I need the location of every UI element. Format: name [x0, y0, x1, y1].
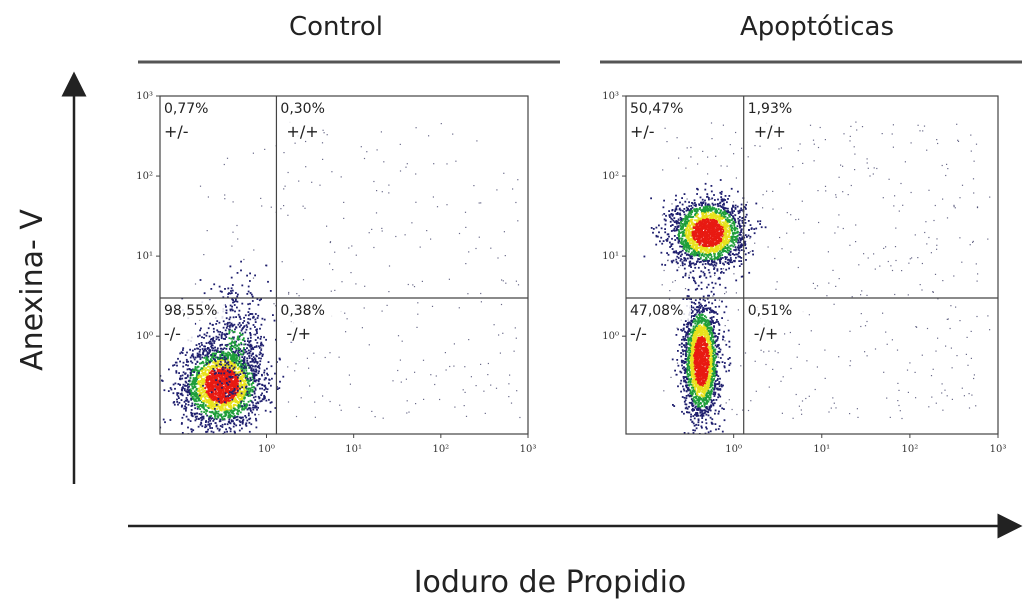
background-events [194, 121, 521, 419]
population-cluster [671, 254, 732, 434]
quadrant-percent: 0,38% [280, 303, 324, 319]
x-tick-label: 10² [432, 444, 449, 455]
quadrant-label-bottom-right: 0,38% -/+ [277, 299, 342, 343]
quadrant-percent: 47,08% [630, 303, 683, 319]
x-tick-label: 10² [902, 444, 919, 455]
population-cluster [160, 315, 293, 434]
quadrant-sign: -/- [630, 324, 647, 343]
quadrant-label-bottom-left: 98,55% -/- [161, 299, 225, 343]
x-tick-label: 10³ [520, 444, 537, 455]
dot-plot-control: 10⁰ 10⁰ 10¹ 10¹ 10² 10² 10³ 10³ 0,77% +/- 0,30% +/+… [136, 91, 537, 455]
quadrant-label-top-left: 50,47% +/- [627, 98, 691, 141]
plot-frame [625, 95, 999, 435]
population-cluster [643, 179, 767, 291]
quadrant-sign: -/+ [286, 324, 311, 343]
quadrant-sign: +/+ [286, 122, 318, 141]
quadrant-percent: 1,93% [748, 101, 792, 117]
dot-plot-apoptotic: 10⁰ 10⁰ 10¹ 10¹ 10² 10² 10³ 10³ 50,47% +/- 1,93% +/… [602, 91, 1006, 455]
quadrant-percent: 0,30% [280, 101, 324, 117]
x-axis-title: Ioduro de Propidio [414, 565, 687, 600]
quadrant-sign: +/+ [754, 122, 786, 141]
y-axis-title: Anexina- V [15, 209, 50, 371]
quadrant-label-top-right: 1,93% +/+ [744, 98, 809, 141]
quadrant-sign: -/+ [754, 324, 779, 343]
panel-title-control: Control [289, 12, 383, 42]
y-tick-label: 10⁰ [602, 331, 619, 342]
quadrant-sign: +/- [164, 122, 189, 141]
y-tick-label: 10³ [602, 91, 619, 102]
plot-frame [159, 95, 529, 435]
quadrant-sign: +/- [630, 122, 655, 141]
y-tick-label: 10² [136, 171, 153, 182]
y-tick-label: 10³ [136, 91, 153, 102]
panel-title-apoptotic: Apoptóticas [740, 12, 894, 42]
x-tick-label: 10⁰ [258, 444, 275, 455]
y-tick-label: 10⁰ [136, 331, 153, 342]
x-tick-label: 10¹ [813, 444, 830, 455]
quadrant-label-bottom-right: 0,51% -/+ [744, 299, 809, 343]
quadrant-percent: 0,51% [748, 303, 792, 319]
quadrant-sign: -/- [164, 324, 181, 343]
quadrant-label-top-left: 0,77% +/- [161, 98, 225, 141]
quadrant-percent: 98,55% [164, 303, 217, 319]
quadrant-percent: 50,47% [630, 101, 683, 117]
quadrant-label-bottom-left: 47,08% -/- [627, 299, 691, 343]
population-cluster [175, 260, 281, 433]
x-tick-label: 10¹ [345, 444, 362, 455]
y-tick-label: 10¹ [602, 251, 619, 262]
x-tick-label: 10³ [990, 444, 1007, 455]
y-tick-label: 10¹ [136, 251, 153, 262]
quadrant-percent: 0,77% [164, 101, 208, 117]
population-dots [160, 121, 521, 434]
y-tick-label: 10² [602, 171, 619, 182]
quadrant-label-top-right: 0,30% +/+ [277, 98, 342, 141]
x-tick-label: 10⁰ [725, 444, 742, 455]
population-dots [643, 121, 991, 434]
